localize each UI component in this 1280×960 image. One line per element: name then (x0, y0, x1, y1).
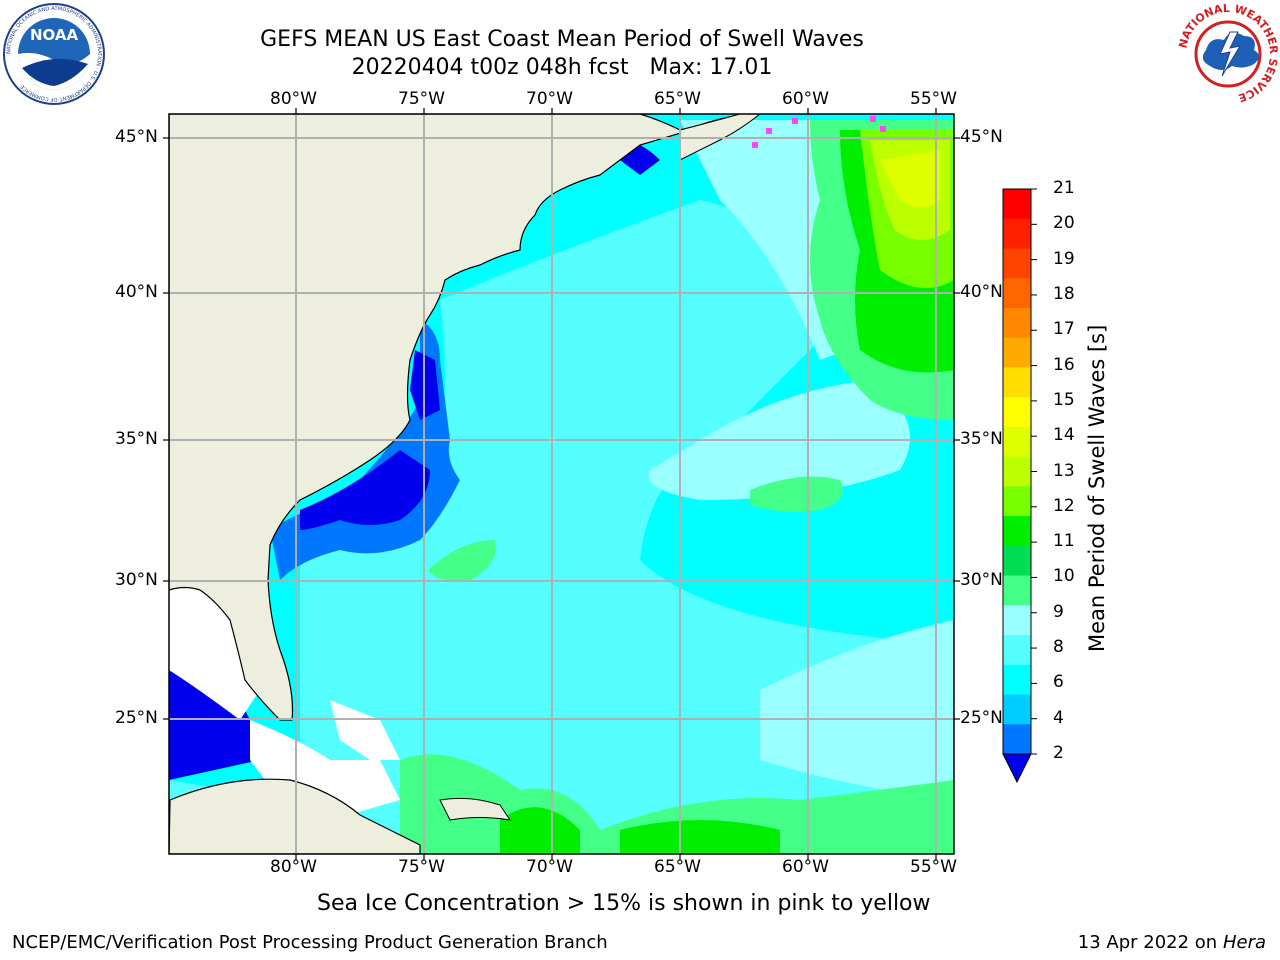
colorbar-segment (1003, 397, 1031, 428)
lat-label-right: 35°N (960, 429, 1003, 449)
colorbar-segment (1003, 664, 1031, 696)
footer-host: Hera (1222, 932, 1266, 953)
colorbar-tick-label: 15 (1053, 389, 1075, 410)
noaa-logo: NOAA NATIONAL OCEANIC AND ATMOSPHERIC AD… (3, 3, 105, 105)
lon-label-top: 70°W (526, 89, 573, 109)
colorbar-tick-label: 17 (1053, 319, 1075, 340)
lon-label-bottom: 75°W (398, 857, 445, 877)
cuba-landmass (169, 778, 421, 854)
lon-label-bottom: 60°W (782, 857, 829, 877)
lon-label-top: 65°W (654, 89, 701, 109)
map-graticule (169, 114, 954, 854)
colorbar-segment (1003, 545, 1031, 577)
colorbar-segment (1003, 724, 1031, 755)
colorbar-segment (1003, 635, 1031, 666)
colorbar-tick-label: 13 (1053, 460, 1075, 481)
lat-label-right: 40°N (960, 282, 1003, 302)
lat-label-right: 25°N (960, 708, 1003, 728)
colorbar-segment (1003, 486, 1031, 517)
colorbar-tick-label: 14 (1053, 425, 1075, 446)
map-subtitle: 20220404 t00z 048h fcst Max: 17.01 (351, 55, 773, 80)
colorbar-tick-label: 6 (1053, 672, 1064, 693)
lat-label-left: 35°N (115, 429, 158, 449)
colorbar-segment (1003, 426, 1031, 458)
lat-label-left: 25°N (115, 708, 158, 728)
footer-credit: NCEP/EMC/Verification Post Processing Pr… (12, 932, 608, 953)
colorbar-tick-label: 16 (1053, 354, 1075, 375)
map-field (169, 114, 954, 854)
colorbar-tick-label: 8 (1053, 637, 1064, 658)
sea-ice-note: Sea Ice Concentration > 15% is shown in … (317, 891, 931, 916)
lon-label-top: 75°W (398, 89, 445, 109)
map-title: GEFS MEAN US East Coast Mean Period of S… (260, 27, 864, 52)
colorbar-segment (1003, 575, 1031, 606)
noaa-logo-text: NOAA (30, 26, 79, 44)
colorbar-tick-label: 10 (1053, 566, 1075, 587)
lat-label-left: 45°N (115, 127, 158, 147)
colorbar-segment (1003, 189, 1031, 220)
colorbar-segment (1003, 278, 1031, 309)
us-east-coast-landmass (169, 114, 746, 721)
colorbar-tick-label: 21 (1053, 178, 1075, 198)
footer-date: 13 Apr 2022 on Hera (1078, 932, 1266, 953)
colorbar-segment (1003, 337, 1031, 368)
lon-label-bottom: 55°W (910, 857, 957, 877)
colorbar-tick-label: 12 (1053, 495, 1075, 516)
colorbar-tick-label: 18 (1053, 283, 1075, 304)
hispaniola-landmass (439, 797, 512, 821)
colorbar-tick-label: 11 (1053, 531, 1075, 552)
colorbar-segment (1003, 367, 1031, 398)
colorbar-tick-label: 4 (1053, 707, 1064, 728)
colorbar-segment (1003, 307, 1031, 339)
colorbar-segment (1003, 456, 1031, 487)
footer-date-text: 13 Apr 2022 on (1077, 932, 1223, 953)
colorbar-segment (1003, 218, 1031, 249)
colorbar (1002, 188, 1037, 784)
colorbar-segment (1003, 694, 1031, 725)
lat-label-right: 30°N (960, 570, 1003, 590)
colorbar-segment (1003, 605, 1031, 636)
map-frame (168, 113, 955, 855)
colorbar-segment (1003, 516, 1031, 547)
lat-label-left: 40°N (115, 282, 158, 302)
lon-label-top: 80°W (270, 89, 317, 109)
lat-label-right: 45°N (960, 127, 1003, 147)
colorbar-tick-label: 19 (1053, 248, 1075, 269)
nws-logo: NATIONAL WEATHER SERVICE (1176, 2, 1280, 105)
lon-label-top: 55°W (910, 89, 957, 109)
colorbar-tick-label: 9 (1053, 601, 1064, 622)
colorbar-title: Mean Period of Swell Waves [s] (1085, 324, 1109, 652)
colorbar-tick-label: 2 (1053, 743, 1064, 763)
lon-label-bottom: 65°W (654, 857, 701, 877)
lon-label-bottom: 70°W (526, 857, 573, 877)
lat-label-left: 30°N (115, 570, 158, 590)
colorbar-segment (1003, 248, 1031, 279)
colorbar-extend-arrow (1002, 753, 1032, 784)
lon-label-bottom: 80°W (270, 857, 317, 877)
colorbar-tick-label: 20 (1053, 213, 1075, 234)
lon-label-top: 60°W (782, 89, 829, 109)
